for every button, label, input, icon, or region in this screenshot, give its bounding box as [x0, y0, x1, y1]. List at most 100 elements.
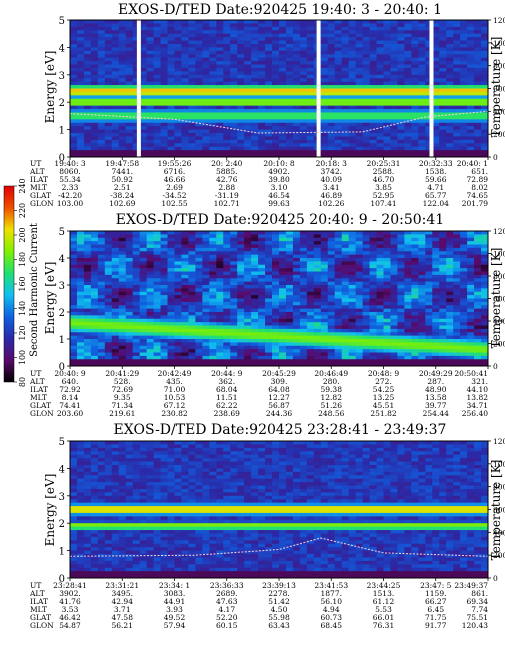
heatmap-cell	[167, 362, 175, 367]
heatmap-cell	[439, 231, 447, 235]
heatmap-cell	[97, 150, 106, 155]
heatmap-cell	[383, 102, 391, 107]
heatmap-cell	[216, 153, 224, 158]
heatmap-cell	[348, 43, 357, 48]
heatmap-cell	[146, 43, 155, 48]
heatmap-cell	[481, 322, 489, 327]
heatmap-cell	[76, 264, 85, 269]
heatmap-cell	[376, 274, 384, 279]
heatmap-cell	[383, 312, 391, 316]
heatmap-cell	[237, 345, 245, 350]
heatmap-cell	[299, 119, 308, 124]
heatmap-cell	[97, 322, 106, 327]
heatmap-cell	[390, 33, 398, 38]
heatmap-cell	[188, 244, 196, 249]
heatmap-cell	[397, 298, 405, 303]
heatmap-cell	[279, 61, 287, 66]
heatmap-cell	[181, 37, 189, 42]
heatmap-cell	[160, 271, 169, 276]
heatmap-cell	[202, 57, 210, 62]
heatmap-cell	[467, 295, 475, 300]
heatmap-cell	[174, 234, 182, 239]
heatmap-cell	[411, 95, 419, 100]
heatmap-cell	[279, 30, 287, 35]
heatmap-cell	[216, 40, 224, 45]
heatmap-cell	[453, 301, 461, 306]
heatmap-cell	[265, 61, 273, 66]
heatmap-cell	[251, 40, 259, 45]
heatmap-cell	[265, 335, 273, 340]
heatmap-cell	[446, 345, 454, 350]
heatmap-cell	[292, 241, 301, 246]
heatmap-cell	[460, 274, 468, 279]
heatmap-cell	[327, 95, 336, 100]
heatmap-cell	[397, 241, 405, 246]
heatmap-cell	[139, 325, 148, 330]
heatmap-cell	[188, 47, 196, 52]
heatmap-cell	[369, 146, 378, 151]
heatmap-cell	[355, 64, 364, 69]
heatmap-cell	[139, 308, 148, 313]
heatmap-cell	[439, 298, 447, 303]
heatmap-cell	[244, 146, 252, 151]
heatmap-cell	[139, 133, 148, 137]
heatmap-cell	[265, 64, 273, 69]
heatmap-cell	[209, 67, 217, 72]
heatmap-cell	[292, 136, 301, 141]
heatmap-cell	[369, 43, 378, 48]
heatmap-cell	[125, 115, 134, 120]
y-tick-label: 4	[59, 43, 65, 54]
heatmap-cell	[139, 26, 148, 31]
heatmap-cell	[425, 345, 433, 350]
heatmap-cell	[202, 328, 210, 333]
heatmap-cell	[97, 278, 106, 283]
heatmap-cell	[132, 71, 141, 76]
heatmap-cell	[341, 95, 350, 100]
heatmap-cell	[334, 112, 343, 117]
panel-1: EXOS-D/TED Date:920425 19:40: 3 - 20:40:…	[29, 2, 505, 208]
heatmap-cell	[167, 146, 175, 151]
heatmap-cell	[320, 315, 329, 320]
heatmap-cell	[174, 30, 182, 35]
heatmap-cell	[174, 288, 182, 293]
orbit-value: 230.82	[161, 409, 187, 418]
heatmap-cell	[397, 71, 405, 76]
heatmap-cell	[425, 271, 433, 276]
heatmap-cell	[160, 349, 169, 354]
heatmap-cell	[111, 43, 120, 48]
heatmap-cell	[355, 328, 364, 333]
heatmap-cell	[132, 43, 141, 48]
heatmap-cell	[411, 57, 419, 62]
heatmap-cell	[306, 133, 315, 137]
heatmap-cell	[167, 328, 175, 333]
heatmap-cell	[160, 254, 169, 259]
heatmap-cell	[404, 61, 412, 66]
heatmap-cell	[230, 81, 238, 86]
heatmap-cell	[188, 312, 196, 316]
orbit-value: 309.	[271, 377, 288, 386]
heatmap-cell	[425, 335, 433, 340]
heatmap-cell	[474, 23, 482, 28]
heatmap-cell	[299, 85, 308, 89]
heatmap-cell	[348, 105, 357, 110]
heatmap-cell	[104, 281, 113, 286]
heatmap-cell	[132, 301, 141, 306]
orbit-value: 11.51	[216, 393, 237, 402]
heatmap-cell	[348, 26, 357, 31]
heatmap-cell	[146, 102, 155, 107]
heatmap-cell	[209, 119, 217, 124]
heatmap-cell	[285, 61, 294, 66]
heatmap-cell	[237, 23, 245, 28]
heatmap-cell	[111, 247, 120, 252]
heatmap-cell	[111, 64, 120, 69]
heatmap-cell	[181, 43, 189, 48]
orbit-value: -31.19	[215, 191, 239, 200]
heatmap-cell	[474, 241, 482, 246]
heatmap-cell	[209, 251, 217, 256]
heatmap-cell	[223, 61, 231, 66]
heatmap-cell	[285, 359, 294, 364]
heatmap-cell	[341, 285, 350, 289]
heatmap-cell	[341, 133, 350, 137]
heatmap-cell	[481, 43, 489, 48]
heatmap-cell	[418, 362, 426, 367]
